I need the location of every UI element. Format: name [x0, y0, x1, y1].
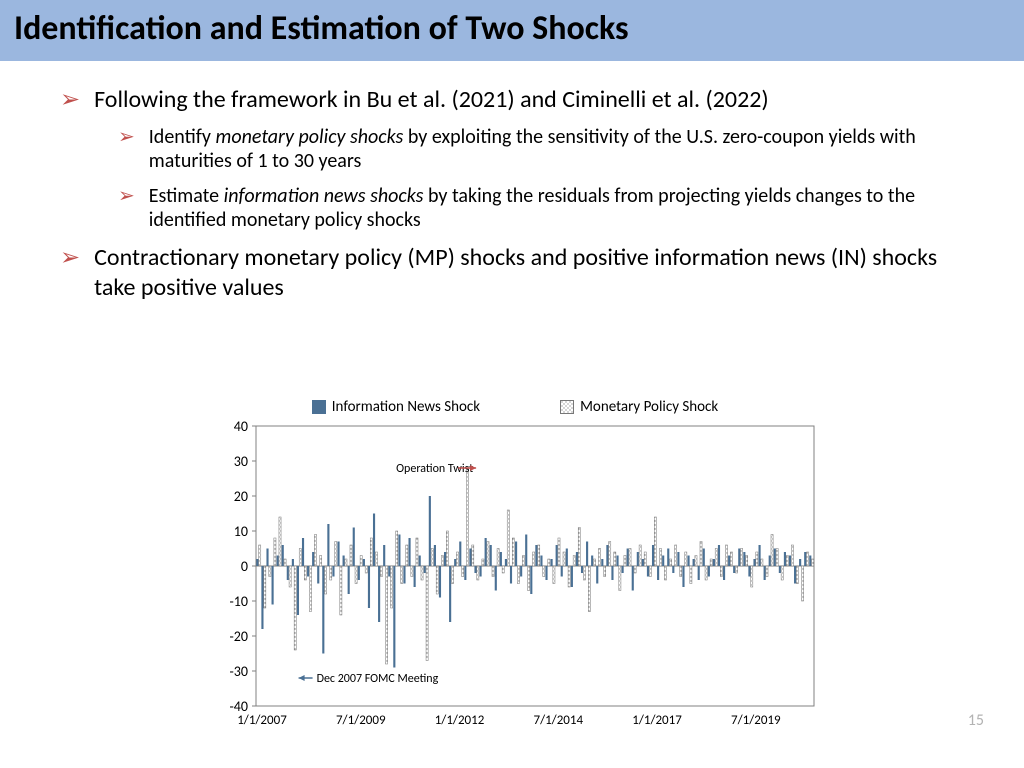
svg-text:10: 10	[234, 523, 248, 540]
bullet-1b: ➢ Estimate information news shocks by ta…	[118, 184, 974, 233]
chevron-icon: ➢	[118, 125, 135, 174]
legend-in: Information News Shock	[312, 398, 480, 416]
bullet-2: ➢ Contractionary monetary policy (MP) sh…	[60, 243, 974, 303]
svg-text:30: 30	[234, 453, 248, 470]
slide-title: Identification and Estimation of Two Sho…	[14, 8, 1010, 49]
svg-text:Operation Twist: Operation Twist	[396, 462, 473, 476]
shocks-chart: Information News Shock Monetary Policy S…	[210, 398, 820, 738]
svg-text:-20: -20	[230, 628, 248, 645]
svg-text:20: 20	[234, 488, 248, 505]
svg-text:-10: -10	[230, 593, 248, 610]
svg-text:Dec 2007 FOMC Meeting: Dec 2007 FOMC Meeting	[317, 672, 439, 686]
title-bar: Identification and Estimation of Two Sho…	[0, 0, 1024, 61]
bullet-1a-text: Identify monetary policy shocks by explo…	[149, 125, 974, 174]
chart-legend: Information News Shock Monetary Policy S…	[210, 398, 820, 416]
svg-text:0: 0	[241, 558, 248, 575]
svg-text:1/1/2017: 1/1/2017	[632, 713, 682, 728]
swatch-mp-icon	[560, 400, 574, 414]
svg-text:7/1/2014: 7/1/2014	[533, 713, 583, 728]
svg-text:7/1/2019: 7/1/2019	[731, 713, 781, 728]
svg-text:40: 40	[234, 420, 248, 435]
bullet-1: ➢ Following the framework in Bu et al. (…	[60, 85, 974, 115]
chevron-icon: ➢	[60, 243, 80, 303]
bullet-1-text: Following the framework in Bu et al. (20…	[94, 85, 769, 115]
chevron-icon: ➢	[60, 85, 80, 115]
bullet-2-text: Contractionary monetary policy (MP) shoc…	[94, 243, 974, 303]
chevron-icon: ➢	[118, 184, 135, 233]
bullet-1a: ➢ Identify monetary policy shocks by exp…	[118, 125, 974, 174]
swatch-in-icon	[312, 400, 326, 414]
page-number: 15	[968, 711, 984, 730]
content-area: ➢ Following the framework in Bu et al. (…	[0, 61, 1024, 303]
legend-mp: Monetary Policy Shock	[560, 398, 718, 416]
svg-text:1/1/2012: 1/1/2012	[435, 713, 485, 728]
svg-text:1/1/2007: 1/1/2007	[237, 713, 287, 728]
svg-text:-30: -30	[230, 663, 248, 680]
chart-svg: -40-30-20-100102030401/1/20077/1/20091/1…	[210, 420, 820, 730]
bullet-1b-text: Estimate information news shocks by taki…	[149, 184, 974, 233]
svg-text:7/1/2009: 7/1/2009	[336, 713, 386, 728]
